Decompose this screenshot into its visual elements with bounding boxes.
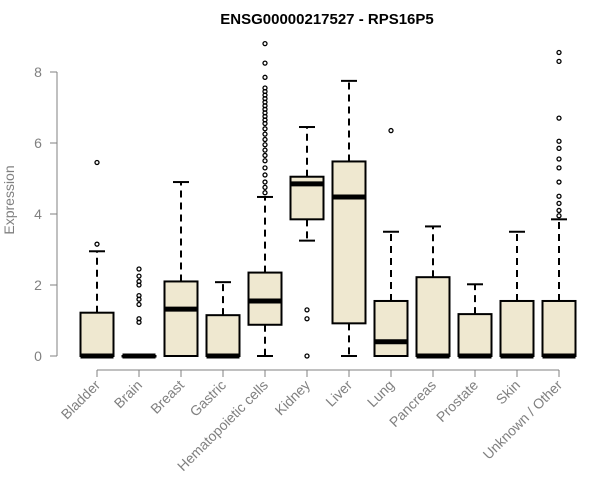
outlier-point xyxy=(556,58,562,64)
outlier-point xyxy=(556,213,562,219)
box-brain xyxy=(121,266,157,359)
outlier-point xyxy=(262,190,268,196)
outlier-point xyxy=(262,147,268,153)
box-breast xyxy=(163,181,199,358)
y-axis-label: Expression xyxy=(1,165,17,234)
outlier-point xyxy=(304,307,310,313)
chart-title: ENSG00000217527 - RPS16P5 xyxy=(220,11,433,28)
outlier-point xyxy=(556,49,562,56)
box-pancreas xyxy=(415,225,451,359)
outlier-point xyxy=(262,74,268,80)
outlier-point xyxy=(94,159,100,166)
outlier-point xyxy=(304,353,310,359)
outlier-point xyxy=(556,179,562,185)
outlier-point xyxy=(556,207,562,214)
x-tick-label: Prostate xyxy=(433,377,481,425)
box-lung xyxy=(373,127,409,358)
outlier-point xyxy=(262,126,268,132)
outlier-point xyxy=(262,158,268,164)
box-iqr xyxy=(163,280,199,358)
box-iqr xyxy=(499,299,535,358)
x-tick-label: Pancreas xyxy=(386,377,439,430)
y-tick-label: 4 xyxy=(34,206,42,222)
box-bladder xyxy=(79,159,115,359)
outlier-point xyxy=(262,85,268,91)
x-tick-label: Liver xyxy=(322,377,355,410)
box-prostate xyxy=(457,283,493,359)
x-tick-label: Unknown / Other xyxy=(480,377,566,463)
outlier-point xyxy=(556,145,562,151)
box-gastric xyxy=(205,281,241,359)
outlier-point xyxy=(136,292,142,299)
y-tick-label: 2 xyxy=(34,277,42,293)
outlier-point xyxy=(262,152,268,159)
outlier-point xyxy=(262,40,268,47)
y-axis: 0 2 4 6 8 xyxy=(34,64,58,364)
box-liver xyxy=(331,79,367,357)
outlier-point xyxy=(136,273,142,279)
outlier-point xyxy=(136,278,142,285)
box-iqr xyxy=(415,276,451,357)
outlier-point xyxy=(388,127,394,134)
box-hematopoietic-cells xyxy=(247,40,283,357)
box-iqr xyxy=(541,299,577,358)
y-tick-label: 8 xyxy=(34,64,42,80)
box-iqr xyxy=(331,160,367,325)
x-tick-label: Lung xyxy=(364,377,397,410)
outlier-point xyxy=(556,115,562,121)
outlier-point xyxy=(556,193,562,199)
x-tick-label: Breast xyxy=(147,377,187,417)
box-skin xyxy=(499,230,535,359)
y-tick-label: 0 xyxy=(34,348,42,364)
box-kidney xyxy=(289,126,325,359)
outlier-point xyxy=(556,156,562,162)
outlier-point xyxy=(136,316,142,322)
outlier-point xyxy=(262,165,268,171)
outlier-point xyxy=(94,241,100,247)
outlier-point xyxy=(262,131,268,137)
outlier-point xyxy=(556,200,562,207)
x-tick-label: Brain xyxy=(111,377,145,411)
box-iqr xyxy=(373,299,409,358)
box-series xyxy=(79,40,577,359)
outlier-point xyxy=(262,60,268,66)
x-tick-label: Kidney xyxy=(272,377,314,419)
box-iqr xyxy=(205,314,241,357)
x-tick-label: Bladder xyxy=(58,377,104,423)
outlier-point xyxy=(136,301,142,308)
box-iqr xyxy=(457,313,493,357)
outlier-point xyxy=(262,179,268,185)
outlier-point xyxy=(262,142,268,148)
outlier-point xyxy=(304,316,310,322)
outlier-point xyxy=(136,266,142,272)
outlier-point xyxy=(262,172,268,178)
y-tick-label: 6 xyxy=(34,135,42,151)
outlier-point xyxy=(556,165,562,171)
outlier-point xyxy=(556,138,562,144)
box-unknown-other xyxy=(541,49,577,359)
outlier-point xyxy=(262,184,268,191)
x-tick-label: Skin xyxy=(493,377,524,408)
box-iqr xyxy=(79,311,115,358)
outlier-point xyxy=(262,136,268,143)
